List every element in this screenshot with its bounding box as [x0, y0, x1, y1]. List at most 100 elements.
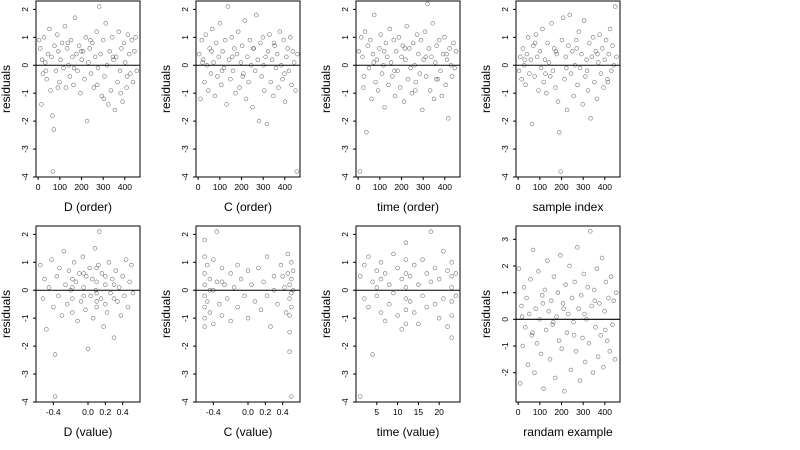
points-group [202, 229, 296, 399]
data-point [47, 26, 52, 32]
data-point [359, 35, 364, 40]
x-tick-label: 300 [96, 182, 110, 192]
data-point [217, 302, 222, 307]
data-point [289, 304, 294, 310]
data-point [592, 287, 597, 293]
data-point [39, 102, 44, 107]
y-axis-label: residuals [319, 65, 333, 113]
data-point [536, 269, 541, 274]
plot-frame [515, 0, 621, 178]
data-point [569, 295, 575, 301]
data-point [71, 65, 77, 71]
data-point [45, 51, 51, 57]
data-point [61, 248, 66, 254]
data-point [567, 263, 572, 269]
data-point [233, 90, 238, 96]
data-point [289, 394, 294, 399]
data-point [440, 51, 446, 57]
data-point [540, 26, 545, 32]
data-point [543, 71, 548, 76]
data-point [101, 324, 106, 329]
data-point [74, 51, 79, 57]
data-point [368, 37, 373, 43]
data-point [420, 257, 425, 262]
data-point [607, 26, 613, 32]
y-tick-label: 0 [340, 63, 350, 68]
data-point [202, 237, 207, 243]
data-point [378, 260, 384, 265]
data-point [362, 29, 368, 34]
data-point [219, 313, 225, 318]
y-tick-label: -1 [20, 314, 30, 322]
data-point [289, 82, 294, 88]
x-tick-label: -0.4 [46, 407, 61, 417]
x-tick-label: 200 [554, 407, 568, 417]
data-point [572, 279, 577, 285]
data-point [203, 32, 208, 37]
data-point [550, 322, 555, 327]
data-point [211, 60, 216, 65]
data-point [287, 313, 292, 318]
data-point [445, 324, 450, 329]
data-point [52, 43, 57, 48]
data-point [285, 271, 291, 276]
chart-panel-6: -0.4 0.0 0.2 0.4 -4 -3 -2 -1 0 1 2 C (value) residua… [159, 225, 301, 439]
data-point [516, 68, 522, 74]
data-point [285, 46, 290, 51]
y-tick-label: -1 [180, 89, 190, 97]
data-point [525, 35, 531, 40]
x-axis-label: D (order) [64, 200, 112, 214]
y-axis-label: residuals [479, 65, 493, 113]
y-tick-label: -2 [500, 369, 510, 377]
data-point [606, 295, 611, 301]
y-tick-label: 2 [180, 7, 190, 12]
data-point [403, 257, 409, 262]
data-point [81, 285, 86, 290]
data-point [407, 299, 413, 304]
data-point [524, 295, 529, 301]
chart-panel-4: 0 100 200 300 400 -4 -3 -2 -1 0 1 2 sample index resi… [479, 0, 621, 214]
data-point [435, 77, 441, 82]
data-point [55, 85, 61, 90]
data-point [72, 15, 78, 20]
data-point [563, 282, 568, 287]
chart-panel-8: 0 100 200 300 400 -2 -1 0 1 2 3 randam example resid… [479, 225, 621, 439]
data-point [102, 74, 107, 79]
data-point [378, 276, 384, 282]
data-point [532, 40, 538, 46]
data-point [211, 321, 216, 326]
data-point [611, 298, 616, 303]
data-point [395, 313, 400, 318]
data-point [564, 107, 570, 113]
data-point [54, 274, 59, 279]
data-point [559, 346, 564, 351]
data-point [533, 32, 539, 37]
x-tick-label: 0 [36, 182, 41, 192]
data-point [70, 54, 75, 60]
data-point [610, 43, 615, 48]
data-point [557, 130, 562, 135]
x-tick-label: 400 [278, 182, 292, 192]
data-point [545, 40, 550, 46]
data-point [50, 113, 55, 118]
data-point [577, 65, 583, 71]
data-point [291, 60, 297, 65]
data-point [567, 12, 572, 18]
data-point [294, 169, 299, 174]
data-point [592, 298, 598, 303]
data-point [129, 262, 134, 268]
data-point [71, 82, 76, 88]
data-point [403, 285, 409, 290]
data-point [403, 307, 409, 313]
data-point [252, 299, 258, 304]
data-point [235, 262, 240, 268]
data-point [43, 60, 48, 65]
data-point [370, 51, 376, 57]
data-point [232, 46, 237, 51]
data-point [408, 65, 413, 71]
data-point [272, 43, 277, 48]
data-point [90, 276, 95, 282]
data-point [554, 51, 559, 57]
data-point [97, 229, 102, 234]
